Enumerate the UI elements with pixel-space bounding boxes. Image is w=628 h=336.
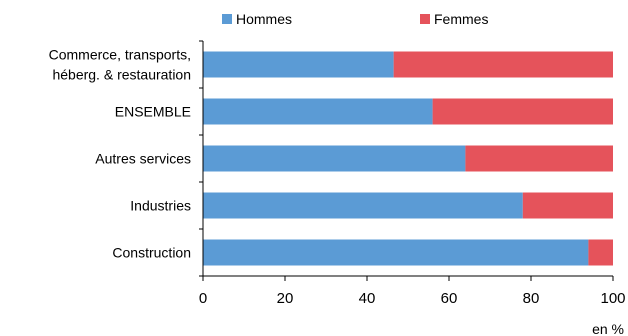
category-label-line: Autres services <box>95 151 191 167</box>
x-tick-label: 20 <box>277 290 294 307</box>
bar-femmes-4 <box>588 239 613 266</box>
legend-hommes: Hommes <box>222 11 292 27</box>
x-tick-label: 0 <box>199 290 207 307</box>
bar-hommes-1 <box>203 98 433 125</box>
bar-femmes-3 <box>522 192 613 219</box>
bar-hommes-0 <box>203 51 394 78</box>
bar-femmes-1 <box>432 98 613 125</box>
category-label-line: ENSEMBLE <box>115 104 191 120</box>
legend-label-femmes: Femmes <box>434 11 489 27</box>
bar-hommes-2 <box>203 145 466 172</box>
category-label-1: ENSEMBLE <box>115 104 191 120</box>
x-tick-label: 60 <box>441 290 458 307</box>
category-label-0: Commerce, transports, héberg. & restaurat… <box>49 47 191 83</box>
x-tick-label: 80 <box>523 290 540 307</box>
x-tick-label: 100 <box>600 290 625 307</box>
legend-swatch-hommes <box>222 14 232 24</box>
x-tick-label: 40 <box>359 290 376 307</box>
category-label-line: héberg. & restauration <box>52 67 191 83</box>
category-label-2: Autres services <box>95 151 191 167</box>
category-label-line: Industries <box>130 198 191 214</box>
category-label-4: Construction <box>112 245 191 261</box>
legend-swatch-femmes <box>420 14 430 24</box>
bar-femmes-2 <box>465 145 613 172</box>
category-label-line: Commerce, transports, <box>49 47 191 63</box>
category-label-line: Construction <box>112 245 191 261</box>
legend-label-hommes: Hommes <box>236 11 293 27</box>
legend-femmes: Femmes <box>420 11 488 27</box>
category-label-3: Industries <box>130 198 191 214</box>
bar-hommes-4 <box>203 239 589 266</box>
unit-label: en % <box>592 321 624 336</box>
bar-femmes-0 <box>393 51 613 78</box>
bar-hommes-3 <box>203 192 523 219</box>
